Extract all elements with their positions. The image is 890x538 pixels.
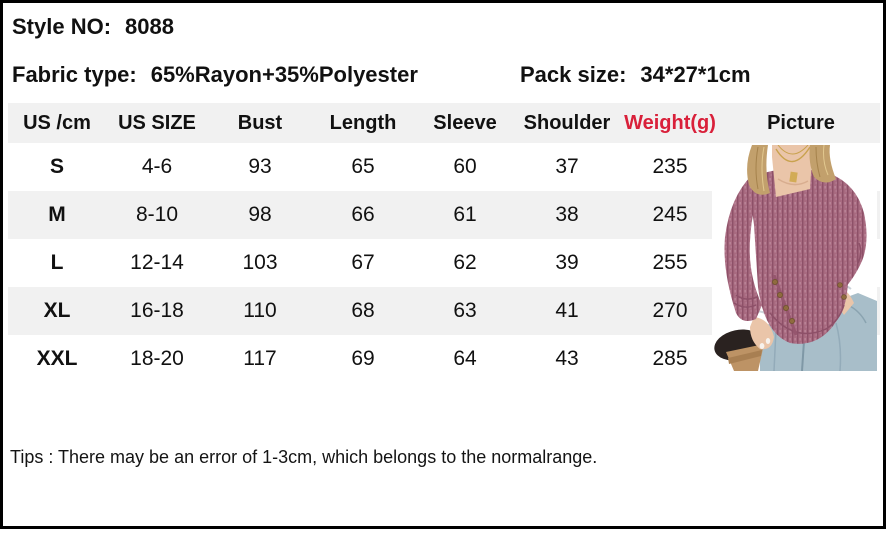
row-shoulder: 38: [555, 203, 579, 226]
row-size: XXL: [36, 347, 78, 370]
row-weight: 255: [652, 251, 688, 274]
row-us-size: 8-10: [135, 203, 179, 226]
necklace-chain: [777, 145, 809, 155]
style-number-value: 8088: [125, 14, 174, 39]
tips-note: Tips : There may be an error of 1-3cm, w…: [10, 447, 598, 467]
header-us-size: US SIZE: [118, 111, 196, 134]
neckline-and-skin: [772, 145, 814, 197]
row-weight: 285: [652, 347, 688, 370]
fabric-type-line: Fabric type: 65%Rayon+35%Polyester: [12, 62, 418, 88]
row-size: M: [48, 203, 66, 226]
row-sleeve: 60: [453, 155, 477, 178]
pack-size-label: Pack size:: [520, 62, 627, 87]
row-bust: 93: [248, 155, 272, 178]
hair: [747, 145, 836, 195]
row-length: 65: [351, 155, 375, 178]
fabric-type-label: Fabric type:: [12, 62, 137, 87]
header-shoulder: Shoulder: [523, 111, 611, 134]
row-length: 68: [351, 299, 375, 322]
row-weight: 235: [652, 155, 688, 178]
row-shoulder: 39: [555, 251, 579, 274]
header-us-cm: US /cm: [23, 111, 91, 134]
row-us-size: 18-20: [130, 347, 184, 370]
row-length: 66: [351, 203, 375, 226]
row-sleeve: 62: [453, 251, 477, 274]
fabric-type-value: 65%Rayon+35%Polyester: [150, 62, 418, 87]
header-sleeve: Sleeve: [433, 111, 497, 134]
row-sleeve: 63: [453, 299, 477, 322]
row-shoulder: 41: [555, 299, 579, 322]
pack-size-value: 34*27*1cm: [640, 62, 751, 87]
table-row-s: S 4-6 93 65 60 37 235: [8, 143, 880, 191]
header-weight: Weight(g): [624, 111, 716, 134]
row-size: S: [49, 155, 64, 178]
table-row-xxl: XXL 18-20 117 69 64 43 285: [8, 335, 880, 383]
row-size: XL: [43, 299, 71, 322]
necklace: [775, 146, 811, 163]
row-bust: 103: [242, 251, 278, 274]
header-picture: Picture: [767, 111, 835, 134]
row-weight: 270: [652, 299, 688, 322]
bordered-sheet: Style NO: 8088 Fabric type: 65%Rayon+35%Po…: [0, 0, 886, 529]
row-sleeve: 64: [453, 347, 477, 370]
coffee-cup: [714, 329, 764, 371]
necklace-pendant: [789, 171, 798, 183]
header-length: Length: [329, 111, 397, 134]
row-bust: 98: [248, 203, 272, 226]
side-buttons: [772, 278, 847, 324]
product-photo-illustration: [712, 145, 877, 371]
row-us-size: 12-14: [130, 251, 184, 274]
row-shoulder: 43: [555, 347, 579, 370]
row-us-size: 4-6: [141, 155, 173, 178]
header-bust: Bust: [237, 111, 283, 134]
row-weight: 245: [652, 203, 688, 226]
product-photo: [712, 145, 877, 371]
row-bust: 117: [243, 347, 277, 370]
row-size: L: [50, 251, 64, 274]
row-sleeve: 61: [453, 203, 477, 226]
row-shoulder: 37: [555, 155, 579, 178]
sweater: [724, 168, 867, 344]
button-placket: [772, 274, 798, 336]
row-us-size: 16-18: [130, 299, 184, 322]
table-row-l: L 12-14 103 67 62 39 255: [8, 239, 880, 287]
curved-hem: [769, 304, 845, 335]
row-bust: 110: [243, 299, 277, 322]
row-length: 67: [351, 251, 375, 274]
pack-size-line: Pack size: 34*27*1cm: [520, 62, 751, 88]
size-table-header-row: US /cm US SIZE Bust Length Sleeve Should…: [8, 103, 880, 143]
row-length: 69: [351, 347, 375, 370]
style-number-line: Style NO: 8088: [12, 14, 174, 40]
style-number-label: Style NO:: [12, 14, 112, 39]
